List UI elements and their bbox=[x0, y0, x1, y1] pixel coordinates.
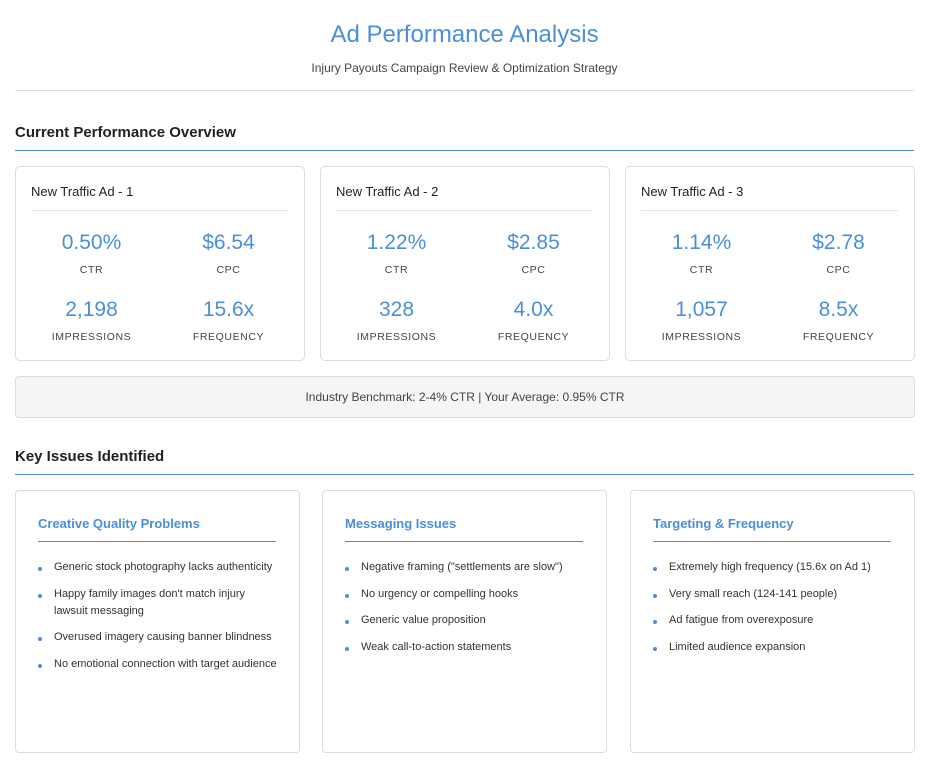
issue-text: Generic value proposition bbox=[361, 614, 486, 626]
bullet-icon bbox=[38, 567, 42, 571]
metric-label: FREQUENCY bbox=[802, 331, 875, 343]
issue-card-title: Messaging Issues bbox=[345, 516, 583, 542]
ad-card-title: New Traffic Ad - 3 bbox=[641, 184, 898, 211]
bullet-icon bbox=[653, 593, 657, 598]
metric-cpc: $2.78 CPC bbox=[776, 230, 901, 276]
metric-impressions: 2,198 IMPRESSIONS bbox=[29, 297, 154, 343]
issue-list: Negative framing ("settlements are slow"… bbox=[345, 559, 585, 665]
issue-text: Limited audience expansion bbox=[669, 640, 806, 653]
metric-value: 4.0x bbox=[513, 298, 554, 321]
issue-card-title: Targeting & Frequency bbox=[653, 516, 891, 542]
metric-frequency: 8.5x FREQUENCY bbox=[776, 297, 901, 343]
page-subtitle: Injury Payouts Campaign Review & Optimiz… bbox=[311, 61, 618, 75]
bullet-icon bbox=[345, 567, 349, 571]
issue-text: Ad fatigue from overexposure bbox=[669, 614, 814, 626]
metric-ctr: 1.14% CTR bbox=[639, 230, 764, 276]
issue-text: No emotional connection with target audi… bbox=[54, 657, 277, 670]
issue-item: Extremely high frequency (15.6x on Ad 1) bbox=[653, 559, 893, 576]
issue-item: Generic value proposition bbox=[345, 612, 585, 629]
ad-card-title: New Traffic Ad - 2 bbox=[336, 184, 593, 211]
metric-label: CPC bbox=[521, 264, 546, 276]
ad-cards: New Traffic Ad - 1 0.50% CTR $6.54 CPC 2… bbox=[15, 166, 915, 361]
metric-label: CTR bbox=[79, 264, 104, 276]
metric-value: 0.50% bbox=[61, 231, 122, 254]
issues-section-title: Key Issues Identified bbox=[15, 448, 914, 475]
ad-card: New Traffic Ad - 1 0.50% CTR $6.54 CPC 2… bbox=[15, 166, 305, 361]
issue-item: Weak call-to-action statements bbox=[345, 639, 585, 656]
metric-value: $6.54 bbox=[202, 231, 255, 254]
issue-text: Extremely high frequency (15.6x on Ad 1) bbox=[669, 561, 871, 573]
issue-list: Extremely high frequency (15.6x on Ad 1)… bbox=[653, 559, 893, 665]
metric-cpc: $6.54 CPC bbox=[166, 230, 291, 276]
ad-card: New Traffic Ad - 2 1.22% CTR $2.85 CPC 3… bbox=[320, 166, 610, 361]
issue-item: No urgency or compelling hooks bbox=[345, 586, 585, 603]
metric-value: $2.78 bbox=[812, 231, 865, 254]
metric-value: 1.14% bbox=[671, 231, 732, 254]
issue-item: Negative framing ("settlements are slow"… bbox=[345, 559, 585, 576]
page-header: Ad Performance Analysis Injury Payouts C… bbox=[0, 0, 929, 75]
issue-card-creative: Creative Quality Problems Generic stock … bbox=[15, 490, 300, 753]
issue-text: Overused imagery causing banner blindnes… bbox=[54, 631, 272, 643]
page-title: Ad Performance Analysis bbox=[330, 21, 599, 48]
issue-card-title: Creative Quality Problems bbox=[38, 516, 276, 542]
issue-card-messaging: Messaging Issues Negative framing ("sett… bbox=[322, 490, 607, 753]
ad-card: New Traffic Ad - 3 1.14% CTR $2.78 CPC 1… bbox=[625, 166, 915, 361]
bullet-icon bbox=[653, 567, 657, 571]
metric-label: CTR bbox=[689, 264, 714, 276]
metric-label: IMPRESSIONS bbox=[356, 331, 437, 343]
bullet-icon bbox=[345, 646, 349, 651]
issue-item: Overused imagery causing banner blindnes… bbox=[38, 629, 278, 646]
bullet-icon bbox=[38, 637, 42, 641]
issue-card-targeting: Targeting & Frequency Extremely high fre… bbox=[630, 490, 915, 753]
metric-value: 1.22% bbox=[366, 231, 427, 254]
bullet-icon bbox=[345, 593, 349, 598]
metric-label: FREQUENCY bbox=[192, 331, 265, 343]
metric-impressions: 328 IMPRESSIONS bbox=[334, 297, 459, 343]
issue-text: Negative framing ("settlements are slow"… bbox=[361, 561, 563, 573]
metric-frequency: 15.6x FREQUENCY bbox=[166, 297, 291, 343]
metric-ctr: 0.50% CTR bbox=[29, 230, 154, 276]
issue-text: Weak call-to-action statements bbox=[361, 640, 512, 653]
issue-item: Ad fatigue from overexposure bbox=[653, 612, 893, 629]
header-divider bbox=[15, 90, 914, 91]
issue-item: Limited audience expansion bbox=[653, 639, 893, 656]
metric-label: IMPRESSIONS bbox=[661, 331, 742, 343]
metric-ctr: 1.22% CTR bbox=[334, 230, 459, 276]
metric-label: CPC bbox=[216, 264, 241, 276]
metric-value: $2.85 bbox=[507, 231, 560, 254]
metric-label: CTR bbox=[384, 264, 409, 276]
issue-text: No urgency or compelling hooks bbox=[361, 587, 519, 600]
ad-card-title: New Traffic Ad - 1 bbox=[31, 184, 288, 211]
issue-item: No emotional connection with target audi… bbox=[38, 656, 278, 673]
metric-frequency: 4.0x FREQUENCY bbox=[471, 297, 596, 343]
issue-item: Very small reach (124-141 people) bbox=[653, 586, 893, 603]
issue-list: Generic stock photography lacks authenti… bbox=[38, 559, 278, 682]
issue-text: Generic stock photography lacks authenti… bbox=[54, 561, 273, 573]
bullet-icon bbox=[38, 593, 42, 598]
metric-label: CPC bbox=[826, 264, 851, 276]
metric-value: 8.5x bbox=[818, 298, 859, 321]
bullet-icon bbox=[345, 620, 349, 624]
metric-value: 328 bbox=[378, 298, 415, 321]
issue-item: Happy family images don't match injury l… bbox=[38, 586, 278, 620]
issue-item: Generic stock photography lacks authenti… bbox=[38, 559, 278, 576]
metric-value: 2,198 bbox=[65, 298, 118, 321]
issue-text: Very small reach (124-141 people) bbox=[669, 587, 838, 600]
bullet-icon bbox=[653, 646, 657, 651]
bullet-icon bbox=[653, 620, 657, 624]
benchmark-banner: Industry Benchmark: 2-4% CTR | Your Aver… bbox=[15, 376, 915, 418]
performance-section-title: Current Performance Overview bbox=[15, 124, 914, 151]
metric-value: 1,057 bbox=[675, 298, 728, 321]
bullet-icon bbox=[38, 663, 42, 668]
metric-label: IMPRESSIONS bbox=[51, 331, 132, 343]
issue-text: Happy family images don't match injury l… bbox=[54, 587, 246, 617]
metric-label: FREQUENCY bbox=[497, 331, 570, 343]
metric-cpc: $2.85 CPC bbox=[471, 230, 596, 276]
metric-value: 15.6x bbox=[202, 298, 255, 321]
metric-impressions: 1,057 IMPRESSIONS bbox=[639, 297, 764, 343]
